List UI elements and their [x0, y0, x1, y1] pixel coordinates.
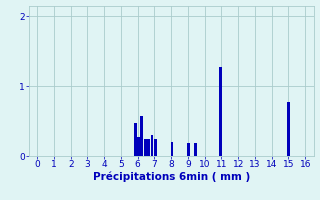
- Bar: [171, 142, 173, 156]
- Bar: [147, 139, 150, 156]
- Bar: [287, 102, 290, 156]
- Bar: [144, 139, 147, 156]
- Bar: [134, 123, 137, 156]
- Bar: [137, 137, 140, 156]
- Bar: [150, 135, 153, 156]
- Bar: [219, 67, 222, 156]
- Bar: [188, 143, 190, 156]
- X-axis label: Précipitations 6min ( mm ): Précipitations 6min ( mm ): [92, 172, 250, 182]
- Bar: [154, 139, 157, 156]
- Bar: [194, 143, 197, 156]
- Bar: [140, 116, 143, 156]
